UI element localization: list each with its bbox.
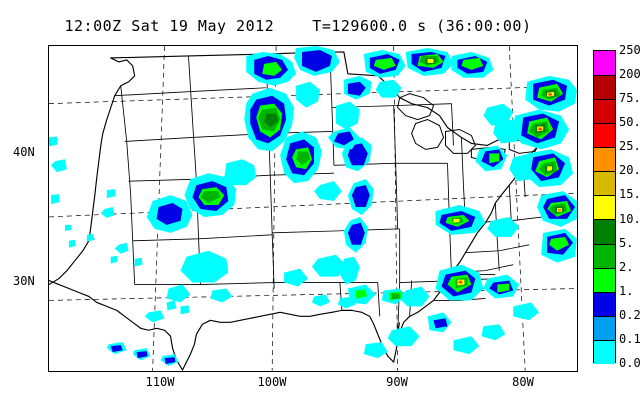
colorbar-tick-010: 0.10 bbox=[619, 331, 640, 346]
precipitation-field bbox=[49, 46, 577, 367]
colorbar: 250. 200. 75. 50. 25. 20. 15. 10. 5. 2. … bbox=[593, 43, 640, 370]
colorbar-band-200 bbox=[594, 75, 615, 100]
colorbar-tick-250: 250. bbox=[619, 43, 640, 57]
precip-mississippi-valley bbox=[313, 127, 360, 202]
precip-carolinas bbox=[475, 103, 514, 172]
colorbar-band-250 bbox=[594, 51, 615, 76]
x-tick-110w: 110W bbox=[145, 375, 175, 389]
colorbar-tick-1: 1. bbox=[619, 283, 634, 298]
colorbar-band-15 bbox=[594, 195, 615, 220]
colorbar-band-20 bbox=[594, 171, 615, 196]
colorbar-band-025 bbox=[594, 315, 615, 340]
colorbar-tick-15: 15. bbox=[619, 187, 640, 202]
colorbar-band-extra-12 bbox=[594, 339, 615, 364]
figure-title: 12:00Z Sat 19 May 2012 T=129600.0 s (36:… bbox=[64, 17, 532, 35]
precip-plains-band bbox=[146, 46, 494, 285]
precip-northwest bbox=[49, 136, 67, 205]
colorbar-tick-5: 5. bbox=[619, 235, 634, 250]
x-tick-80w: 80W bbox=[512, 375, 534, 389]
colorbar-tick-001: 0.01 bbox=[619, 356, 640, 370]
colorbar-bands bbox=[593, 50, 616, 364]
colorbar-band-25 bbox=[594, 147, 615, 172]
colorbar-tick-75: 75. bbox=[619, 91, 640, 106]
colorbar-tick-25: 25. bbox=[619, 139, 640, 154]
colorbar-band-1 bbox=[594, 291, 615, 316]
precip-atlantic-offshore bbox=[493, 75, 577, 263]
y-tick-40n: 40N bbox=[13, 145, 35, 159]
colorbar-band-2 bbox=[594, 267, 615, 292]
colorbar-tick-2: 2. bbox=[619, 259, 634, 274]
precip-upper-midwest bbox=[343, 75, 402, 100]
precip-southwest-scattered bbox=[64, 189, 190, 315]
colorbar-band-10 bbox=[594, 219, 615, 244]
precip-southeast-inland bbox=[435, 205, 520, 237]
colorbar-tick-10: 10. bbox=[619, 211, 640, 226]
colorbar-band-5 bbox=[594, 243, 615, 268]
precip-texas-gulf bbox=[106, 250, 356, 367]
colorbar-band-75 bbox=[594, 99, 615, 124]
precip-florida-bahamas bbox=[363, 264, 540, 359]
map-plot-area bbox=[48, 45, 578, 372]
x-tick-90w: 90W bbox=[386, 375, 408, 389]
precip-gulf-louisiana bbox=[312, 254, 406, 305]
map-canvas bbox=[49, 46, 577, 371]
colorbar-tick-20: 20. bbox=[619, 163, 640, 178]
colorbar-tick-200: 200. bbox=[619, 67, 640, 82]
colorbar-tick-025: 0.25 bbox=[619, 307, 640, 322]
colorbar-band-50 bbox=[594, 123, 615, 148]
y-tick-30n: 30N bbox=[13, 274, 35, 288]
x-tick-100w: 100W bbox=[257, 375, 287, 389]
colorbar-tick-50: 50. bbox=[619, 115, 640, 130]
